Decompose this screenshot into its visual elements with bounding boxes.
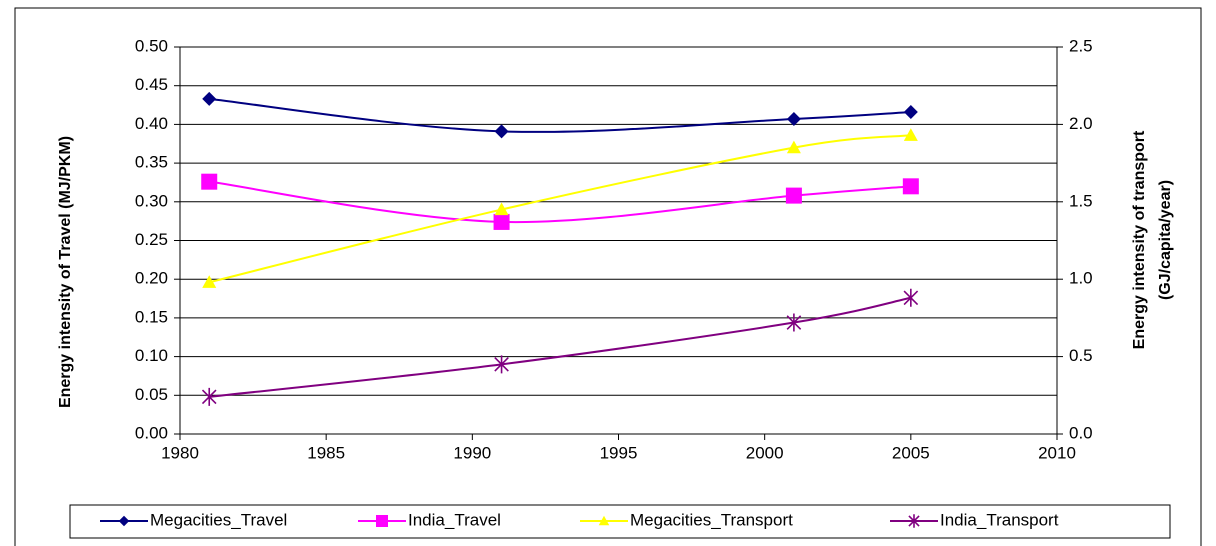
series-line — [209, 296, 912, 398]
y-tick-label: 0.45 — [135, 75, 168, 94]
y-tick-label: 0.20 — [135, 269, 168, 288]
marker — [786, 313, 802, 332]
marker — [376, 515, 388, 527]
marker — [598, 515, 610, 526]
legend-label: India_Transport — [940, 510, 1059, 529]
y-tick-label: 0.35 — [135, 153, 168, 172]
marker — [494, 124, 509, 139]
y2-tick-label: 1.0 — [1069, 269, 1093, 288]
y2-tick-label: 0.0 — [1069, 423, 1093, 442]
y2-tick-label: 0.5 — [1069, 346, 1093, 365]
marker — [201, 387, 217, 406]
marker — [494, 202, 509, 216]
y2-tick-label: 2.5 — [1069, 36, 1093, 55]
legend-label: India_Travel — [408, 510, 501, 529]
series-line — [209, 97, 911, 133]
x-tick-label: 1980 — [161, 443, 199, 462]
x-tick-label: 1995 — [600, 443, 638, 462]
y-tick-label: 0.15 — [135, 307, 168, 326]
series-line — [209, 180, 911, 224]
frame — [14, 7, 1202, 546]
y2-tick-label: 1.5 — [1069, 191, 1093, 210]
marker — [786, 111, 801, 126]
plot-border — [179, 46, 1058, 435]
marker — [903, 288, 919, 307]
y2-tick-label: 2.0 — [1069, 114, 1093, 133]
legend-label: Megacities_Transport — [630, 510, 793, 529]
y-tick-label: 0.40 — [135, 114, 168, 133]
x-tick-label: 2000 — [746, 443, 784, 462]
marker — [902, 178, 919, 195]
y-tick-label: 0.10 — [135, 346, 168, 365]
x-tick-label: 2005 — [892, 443, 930, 462]
marker — [493, 213, 510, 230]
marker — [786, 140, 801, 154]
marker — [202, 275, 217, 288]
x-tick-label: 2010 — [1038, 443, 1076, 462]
series-line — [208, 134, 911, 284]
legend-label: Megacities_Travel — [150, 510, 287, 529]
y-tick-label: 0.30 — [135, 191, 168, 210]
y2-axis-title: Energy intensity of transport — [1131, 130, 1148, 349]
marker — [202, 91, 217, 106]
marker — [201, 173, 218, 190]
marker — [118, 515, 130, 527]
marker — [903, 105, 918, 120]
y2-axis-title: (GJ/capita/year) — [1157, 180, 1174, 300]
x-tick-label: 1990 — [453, 443, 491, 462]
marker — [785, 187, 802, 204]
marker — [903, 128, 918, 141]
x-tick-label: 1985 — [307, 443, 345, 462]
y-tick-label: 0.25 — [135, 230, 168, 249]
marker — [908, 514, 920, 528]
y-tick-label: 0.50 — [135, 36, 168, 55]
y-tick-label: 0.00 — [135, 423, 168, 442]
marker — [494, 355, 509, 374]
y-axis-title: Energy intensity of Travel (MJ/PKM) — [57, 136, 74, 408]
y-tick-label: 0.05 — [135, 385, 168, 404]
